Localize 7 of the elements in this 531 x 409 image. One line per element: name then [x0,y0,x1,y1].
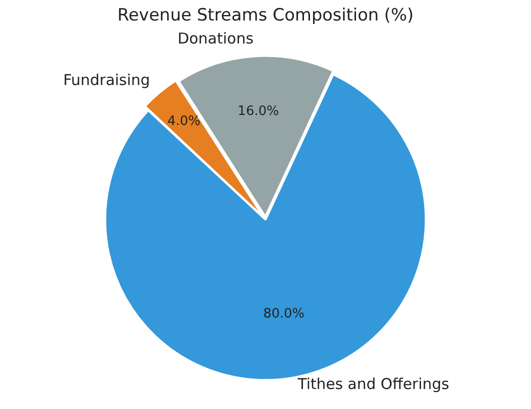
data-label: 4.0% [167,114,200,130]
data-label: 80.0% [263,306,305,322]
slice-label: Fundraising [63,71,150,90]
slice-label: Donations [178,30,254,48]
chart-title: Revenue Streams Composition (%) [117,6,414,26]
slice-label: Tithes and Offerings [296,374,450,393]
data-label: 16.0% [238,104,279,120]
